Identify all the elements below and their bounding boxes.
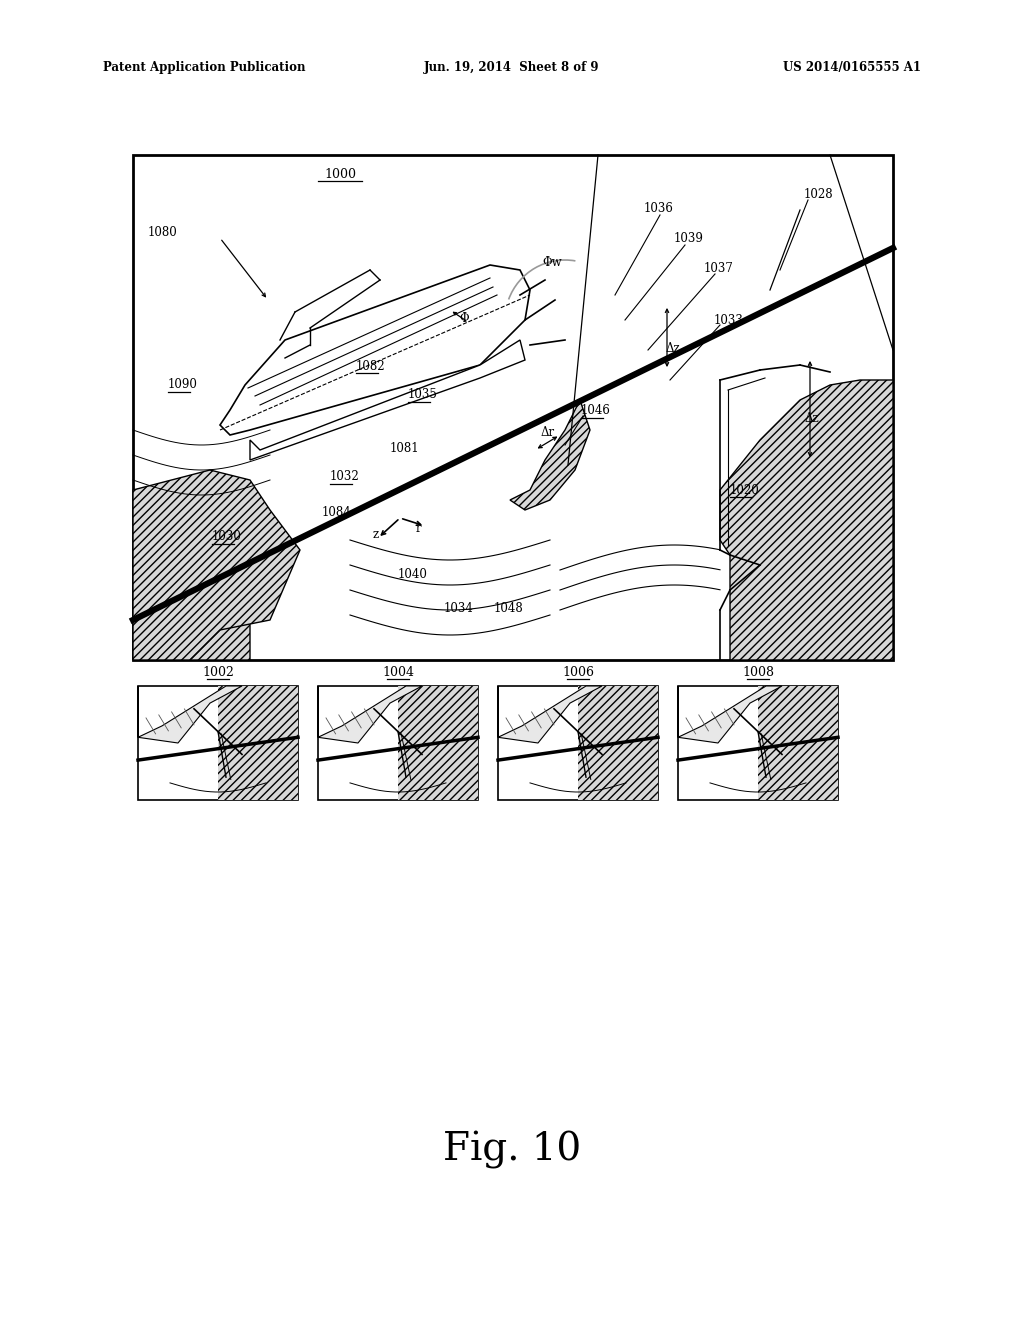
- Text: z: z: [373, 528, 379, 540]
- Text: Φ: Φ: [459, 312, 469, 325]
- Text: Fig. 10: Fig. 10: [442, 1131, 582, 1170]
- Text: 1032: 1032: [330, 470, 359, 483]
- Bar: [398, 686, 478, 800]
- Text: r: r: [415, 521, 421, 535]
- Polygon shape: [498, 686, 602, 743]
- Text: Δr: Δr: [541, 425, 555, 438]
- Text: US 2014/0165555 A1: US 2014/0165555 A1: [783, 62, 921, 74]
- Text: 1004: 1004: [382, 665, 414, 678]
- Text: 1000: 1000: [324, 169, 356, 181]
- Text: 1081: 1081: [390, 441, 420, 454]
- Text: 1090: 1090: [168, 379, 198, 392]
- Text: 1046: 1046: [581, 404, 611, 417]
- Polygon shape: [220, 265, 530, 436]
- Text: 1006: 1006: [562, 665, 594, 678]
- Text: 1037: 1037: [705, 261, 734, 275]
- Bar: [218, 686, 298, 800]
- Text: 1035: 1035: [408, 388, 438, 401]
- Bar: [318, 686, 478, 800]
- Polygon shape: [720, 380, 893, 660]
- Text: Δz: Δz: [805, 412, 819, 425]
- Polygon shape: [133, 470, 300, 660]
- Polygon shape: [318, 686, 422, 743]
- Polygon shape: [510, 400, 590, 510]
- Text: 1036: 1036: [644, 202, 674, 214]
- Text: 1040: 1040: [398, 568, 428, 581]
- Bar: [133, 154, 893, 660]
- Text: 1033: 1033: [714, 314, 743, 326]
- Text: 1039: 1039: [674, 231, 703, 244]
- Text: Δz: Δz: [666, 342, 680, 355]
- Bar: [138, 686, 298, 800]
- Text: 1008: 1008: [742, 665, 774, 678]
- Text: 1080: 1080: [148, 226, 178, 239]
- Text: 1020: 1020: [730, 483, 760, 496]
- Text: 1084: 1084: [322, 506, 352, 519]
- Polygon shape: [133, 490, 250, 660]
- Text: Patent Application Publication: Patent Application Publication: [103, 62, 305, 74]
- Bar: [578, 686, 658, 800]
- Polygon shape: [250, 341, 525, 459]
- Text: 1082: 1082: [356, 359, 386, 372]
- Bar: [758, 686, 838, 800]
- Text: 1048: 1048: [494, 602, 523, 615]
- Text: Φw: Φw: [542, 256, 562, 268]
- Polygon shape: [678, 686, 782, 743]
- Text: 1002: 1002: [202, 665, 233, 678]
- Bar: [498, 686, 658, 800]
- Text: 1034: 1034: [444, 602, 474, 615]
- Bar: [678, 686, 838, 800]
- Polygon shape: [138, 686, 242, 743]
- Text: Jun. 19, 2014  Sheet 8 of 9: Jun. 19, 2014 Sheet 8 of 9: [424, 62, 600, 74]
- Text: 1030: 1030: [212, 531, 242, 544]
- Text: 1028: 1028: [804, 189, 834, 202]
